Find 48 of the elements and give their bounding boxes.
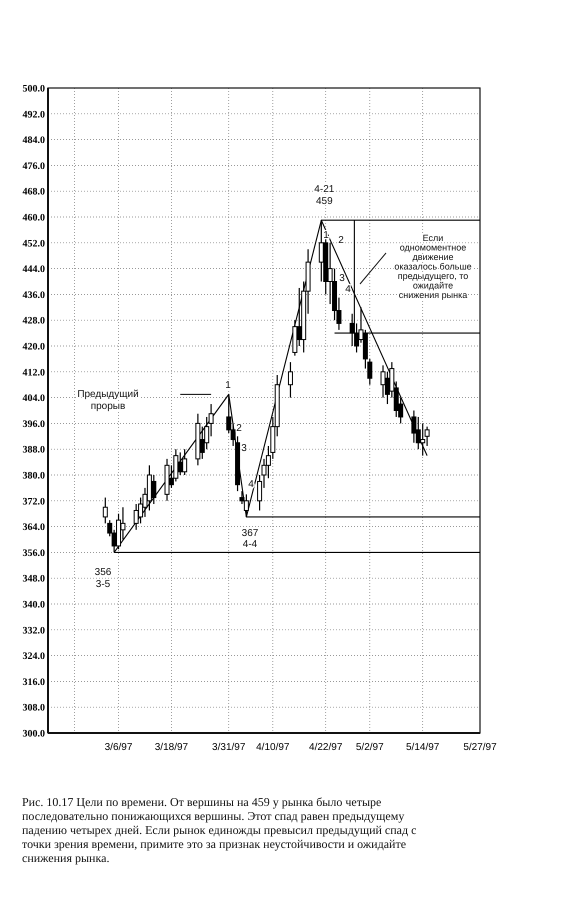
y-tick-label: 308.0	[22, 702, 45, 714]
x-tick-label: 4/10/97	[256, 742, 290, 753]
y-tick-label: 324.0	[22, 651, 45, 662]
y-tick-label: 388.0	[22, 444, 45, 456]
y-tick-label: 436.0	[22, 290, 45, 301]
annotation: 2	[236, 423, 242, 434]
y-tick-label: 420.0	[22, 342, 45, 352]
annotation: 367 4-4	[242, 528, 259, 550]
annotation: Если одномоментное движение оказалось больше предыдущего, то ожидайте снижения рынка	[394, 233, 472, 300]
x-tick-label: 3/18/97	[154, 742, 189, 753]
annotation: 1	[323, 230, 330, 241]
y-tick-label: 404.0	[22, 393, 45, 404]
x-tick-label: 5/27/97	[463, 742, 498, 753]
y-tick-label: 452.0	[22, 238, 45, 250]
annotation: 3	[241, 443, 248, 454]
y-tick-label: 372.0	[22, 496, 45, 508]
annotation: 3	[339, 273, 346, 284]
annotation: 356 3-5	[94, 567, 112, 590]
x-tick-label: 3/31/97	[212, 742, 246, 753]
text: Рис. 10.17 Цели по времени. От вершины на 459 у рынка было четыре последовательно понижающихся вершины. Этот спад равен предыдущему падению четырех дней. Если рынок единожды превысил предыдущий спад с точки зрения времени, примите это за признак неустойчивости и ожидайте снижения рынка.	[22, 795, 418, 865]
x-tick-label: 5/2/97	[356, 742, 384, 753]
x-tick-label: 5/14/97	[406, 742, 440, 753]
x-tick-label: 4/22/97	[309, 742, 343, 753]
annotation: 4	[345, 284, 352, 295]
x-tick-label: 3/6/97	[104, 742, 133, 753]
y-tick-label: 500.0	[22, 84, 45, 94]
annotation: 1	[225, 380, 232, 391]
y-tick-label: 396.0	[22, 418, 45, 430]
y-tick-label: 460.0	[22, 212, 45, 224]
y-tick-label: 492.0	[22, 109, 45, 120]
y-tick-label: 468.0	[22, 186, 45, 198]
y-tick-label: 316.0	[22, 676, 45, 688]
y-tick-label: 348.0	[22, 574, 45, 585]
y-tick-label: 356.0	[22, 548, 45, 559]
y-tick-label: 412.0	[22, 367, 45, 378]
y-tick-label: 380.0	[22, 470, 45, 482]
annotation: Предыдущий прорыв	[77, 389, 139, 412]
y-tick-label: 428.0	[22, 316, 45, 327]
y-tick-label: 476.0	[22, 160, 45, 172]
y-tick-label: 484.0	[22, 135, 45, 146]
y-tick-label: 364.0	[22, 522, 45, 534]
y-tick-label: 332.0	[22, 625, 45, 636]
annotation: 4	[248, 479, 254, 490]
y-tick-label: 300.0	[22, 728, 45, 740]
annotation: 4-21 459	[314, 184, 335, 208]
y-tick-label: 444.0	[22, 264, 45, 276]
annotation: 2	[338, 235, 344, 246]
y-tick-label: 340.0	[22, 600, 45, 610]
